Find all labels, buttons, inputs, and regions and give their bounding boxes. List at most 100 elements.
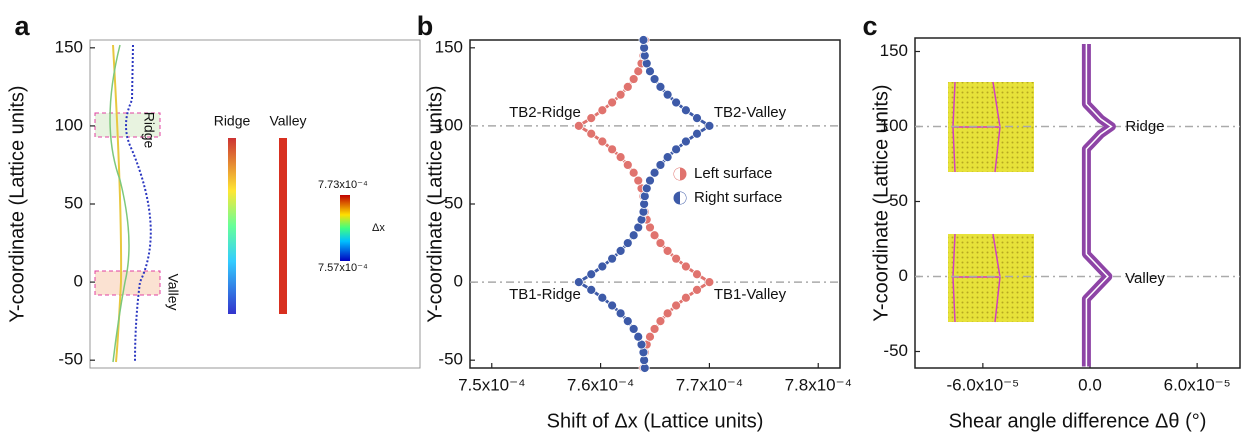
data-point — [662, 152, 673, 163]
y-tick-label: -50 — [58, 350, 83, 369]
data-point — [597, 136, 608, 147]
valley-box — [94, 270, 161, 296]
y-tick-label: 0 — [899, 266, 908, 285]
data-point — [692, 128, 702, 139]
x-tick-label: 7.5x10⁻⁴ — [458, 375, 525, 394]
data-point — [628, 324, 639, 334]
data-point — [692, 113, 702, 123]
data-point — [586, 128, 597, 139]
data-point — [671, 144, 682, 155]
data-point — [607, 300, 618, 311]
data-point — [662, 245, 673, 256]
annotation: 7.57x10⁻⁴ — [318, 262, 368, 274]
inset-valley — [948, 234, 1034, 322]
y-axis-label: Y-coordinate (Lattice units) — [870, 84, 892, 321]
y-tick-label: 100 — [435, 115, 463, 134]
annotation: Valley — [165, 273, 181, 310]
data-point — [692, 269, 702, 280]
annotation: TB1-Valley — [714, 286, 787, 303]
y-tick-label: 150 — [55, 37, 83, 56]
data-point — [597, 292, 608, 303]
x-axis-label: Shift of Δx (Lattice units) — [547, 410, 764, 432]
y-tick-label: 150 — [435, 37, 463, 56]
data-point — [655, 316, 666, 327]
data-point — [622, 238, 633, 248]
annotation: Ridge — [214, 113, 251, 129]
panel-label: c — [862, 11, 877, 41]
y-axis-label: Y-coordinate (Lattice units) — [6, 85, 28, 322]
annotation: Ridge — [1125, 118, 1164, 135]
panel-label: a — [14, 11, 30, 41]
data-point — [649, 74, 660, 84]
colorbar — [340, 195, 350, 261]
data-point — [671, 253, 682, 264]
data-point — [649, 324, 660, 334]
annotation: Valley — [1125, 270, 1165, 287]
x-tick-label: 7.7x10⁻⁴ — [676, 375, 743, 394]
data-point — [633, 331, 644, 342]
plot-frame — [469, 39, 841, 369]
x-tick-label: 7.8x10⁻⁴ — [785, 375, 852, 394]
y-tick-label: 50 — [64, 193, 83, 212]
y-tick-label: 100 — [880, 116, 908, 135]
data-point — [671, 97, 682, 108]
annotation: Ridge — [141, 112, 157, 149]
data-point — [681, 261, 691, 272]
data-point — [692, 285, 702, 295]
data-point — [655, 160, 666, 170]
data-point — [573, 277, 584, 287]
panel-a-illustration — [94, 44, 350, 363]
y-tick-label: 150 — [880, 41, 908, 60]
data-point — [681, 292, 691, 303]
data-point — [615, 152, 626, 163]
data-point — [681, 136, 691, 147]
y-axis-label: Y-coordinate (Lattice units) — [424, 85, 446, 322]
blue-profile — [125, 44, 152, 363]
data-point — [622, 316, 633, 327]
x-tick-label: -6.0x10⁻⁵ — [946, 375, 1019, 394]
data-point — [607, 253, 618, 264]
y-tick-label: 50 — [889, 191, 908, 210]
data-point — [645, 331, 655, 342]
annotation: Valley — [269, 113, 306, 129]
plot-frame — [914, 37, 1241, 369]
green-profile — [109, 44, 130, 363]
annotation: Δx — [372, 222, 385, 234]
data-point — [607, 97, 618, 108]
data-point — [628, 167, 639, 178]
data-point — [615, 308, 626, 319]
series-core — [1085, 44, 1113, 367]
data-point — [662, 89, 673, 100]
annotation: TB2-Valley — [714, 104, 787, 121]
legend-marker-half — [674, 168, 680, 180]
panel-label: b — [417, 11, 434, 41]
y-tick-label: 0 — [454, 272, 463, 291]
y-tick-label: -50 — [438, 350, 463, 369]
data-point — [649, 230, 660, 241]
legend-label: Right surface — [694, 189, 782, 206]
data-point — [622, 81, 633, 92]
y-tick-label: 100 — [55, 115, 83, 134]
data-point — [649, 167, 660, 178]
data-point — [607, 144, 618, 155]
y-tick-label: 50 — [444, 193, 463, 212]
data-point — [622, 160, 633, 170]
valley-column — [279, 138, 287, 314]
y-tick-label: 0 — [74, 272, 83, 291]
legend-label: Left surface — [694, 165, 772, 182]
annotation: TB1-Ridge — [509, 286, 581, 303]
ridge-column — [228, 138, 236, 314]
y-tick-label: -50 — [883, 341, 908, 360]
x-axis-label: Shear angle difference Δθ (°) — [949, 410, 1207, 432]
data-point — [586, 269, 597, 280]
series-line — [1081, 44, 1116, 367]
yellow-profile — [112, 44, 123, 363]
x-tick-label: 0.0 — [1078, 375, 1102, 394]
data-point — [638, 35, 649, 45]
data-point — [671, 300, 682, 311]
data-point — [628, 230, 639, 241]
data-point — [704, 277, 715, 287]
data-point — [586, 285, 597, 295]
data-point — [573, 121, 584, 131]
